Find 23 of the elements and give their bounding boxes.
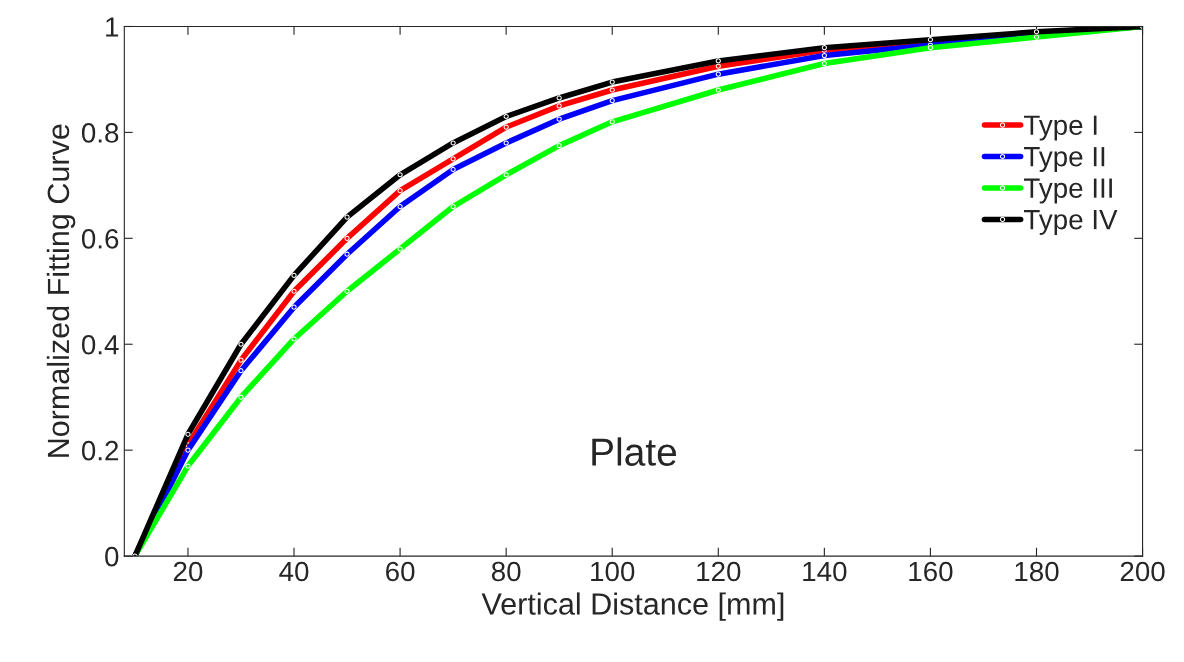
x-tick-label: 120 (697, 561, 741, 582)
y-tick-label: 1 (106, 17, 119, 37)
y-tick-label: 0.8 (81, 123, 119, 143)
x-tick-label: 160 (909, 561, 953, 582)
y-tick-label: 0.4 (81, 334, 119, 355)
legend-label: Type III (1024, 178, 1112, 204)
x-tick-label: 40 (279, 561, 309, 582)
y-tick-label: 0 (105, 546, 119, 567)
x-tick-label: 80 (491, 561, 521, 582)
legend-label: Type IV (1024, 210, 1118, 235)
x-axis-title: Vertical Distance [mm] (481, 592, 784, 621)
x-tick-label: 180 (1015, 561, 1059, 582)
annotation: Plate (592, 437, 677, 466)
y-tick-label: 0.6 (81, 228, 119, 249)
y-axis-title: Normalized Fitting Curve (46, 124, 76, 457)
x-tick-label: 100 (591, 561, 635, 582)
legend-label: Type I (1024, 115, 1097, 141)
x-tick-label: 140 (803, 561, 847, 582)
x-tick-label: 200 (1120, 561, 1165, 582)
x-tick-label: 60 (386, 561, 415, 582)
x-tick-label: 20 (173, 561, 203, 582)
y-tick-label: 0.2 (81, 440, 119, 461)
legend-label: Type II (1024, 147, 1105, 172)
